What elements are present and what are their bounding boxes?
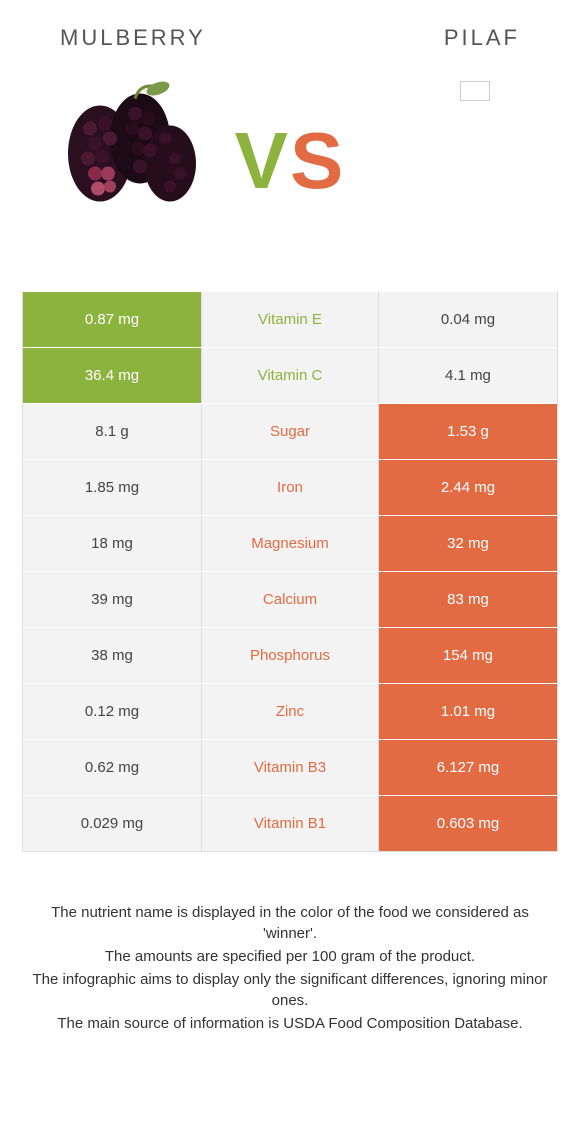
table-row: 0.12 mgZinc1.01 mg bbox=[23, 683, 557, 739]
comparison-table: 0.87 mgVitamin E0.04 mg36.4 mgVitamin C4… bbox=[22, 291, 558, 852]
food-right-title: Pilaf bbox=[444, 25, 520, 51]
table-row: 18 mgMagnesium32 mg bbox=[23, 515, 557, 571]
left-value: 36.4 mg bbox=[23, 348, 201, 403]
footer-notes: The nutrient name is displayed in the co… bbox=[0, 852, 580, 1034]
left-value: 0.029 mg bbox=[23, 796, 201, 851]
right-value: 0.04 mg bbox=[379, 292, 557, 347]
vs-label: VS bbox=[235, 115, 346, 207]
table-row: 0.62 mgVitamin B36.127 mg bbox=[23, 739, 557, 795]
table-row: 1.85 mgIron2.44 mg bbox=[23, 459, 557, 515]
nutrient-name: Calcium bbox=[201, 572, 379, 627]
nutrient-name: Vitamin B1 bbox=[201, 796, 379, 851]
right-value: 6.127 mg bbox=[379, 740, 557, 795]
vs-s-letter: S bbox=[290, 116, 345, 205]
left-value: 8.1 g bbox=[23, 404, 201, 459]
hero-section: VS bbox=[0, 61, 580, 261]
left-value: 1.85 mg bbox=[23, 460, 201, 515]
food-left-title: Mulberry bbox=[60, 25, 206, 51]
left-value: 39 mg bbox=[23, 572, 201, 627]
nutrient-name: Magnesium bbox=[201, 516, 379, 571]
table-row: 8.1 gSugar1.53 g bbox=[23, 403, 557, 459]
footer-line: The main source of information is USDA F… bbox=[25, 1013, 555, 1034]
table-row: 36.4 mgVitamin C4.1 mg bbox=[23, 347, 557, 403]
left-value: 38 mg bbox=[23, 628, 201, 683]
right-value: 4.1 mg bbox=[379, 348, 557, 403]
right-value: 83 mg bbox=[379, 572, 557, 627]
right-value: 0.603 mg bbox=[379, 796, 557, 851]
footer-line: The amounts are specified per 100 gram o… bbox=[25, 946, 555, 967]
table-row: 0.029 mgVitamin B10.603 mg bbox=[23, 795, 557, 851]
mulberry-image bbox=[40, 79, 210, 244]
nutrient-name: Vitamin B3 bbox=[201, 740, 379, 795]
footer-line: The infographic aims to display only the… bbox=[25, 969, 555, 1011]
left-value: 0.87 mg bbox=[23, 292, 201, 347]
nutrient-name: Iron bbox=[201, 460, 379, 515]
nutrient-name: Zinc bbox=[201, 684, 379, 739]
footer-line: The nutrient name is displayed in the co… bbox=[25, 902, 555, 944]
nutrient-name: Phosphorus bbox=[201, 628, 379, 683]
nutrient-name: Vitamin C bbox=[201, 348, 379, 403]
right-value: 32 mg bbox=[379, 516, 557, 571]
nutrient-name: Sugar bbox=[201, 404, 379, 459]
left-value: 18 mg bbox=[23, 516, 201, 571]
pilaf-image-placeholder bbox=[460, 81, 490, 101]
table-row: 38 mgPhosphorus154 mg bbox=[23, 627, 557, 683]
header-row: Mulberry Pilaf bbox=[0, 0, 580, 61]
table-row: 0.87 mgVitamin E0.04 mg bbox=[23, 291, 557, 347]
right-value: 1.53 g bbox=[379, 404, 557, 459]
right-value: 154 mg bbox=[379, 628, 557, 683]
vs-v-letter: V bbox=[235, 116, 290, 205]
right-value: 2.44 mg bbox=[379, 460, 557, 515]
left-value: 0.12 mg bbox=[23, 684, 201, 739]
left-value: 0.62 mg bbox=[23, 740, 201, 795]
right-value: 1.01 mg bbox=[379, 684, 557, 739]
table-row: 39 mgCalcium83 mg bbox=[23, 571, 557, 627]
nutrient-name: Vitamin E bbox=[201, 292, 379, 347]
